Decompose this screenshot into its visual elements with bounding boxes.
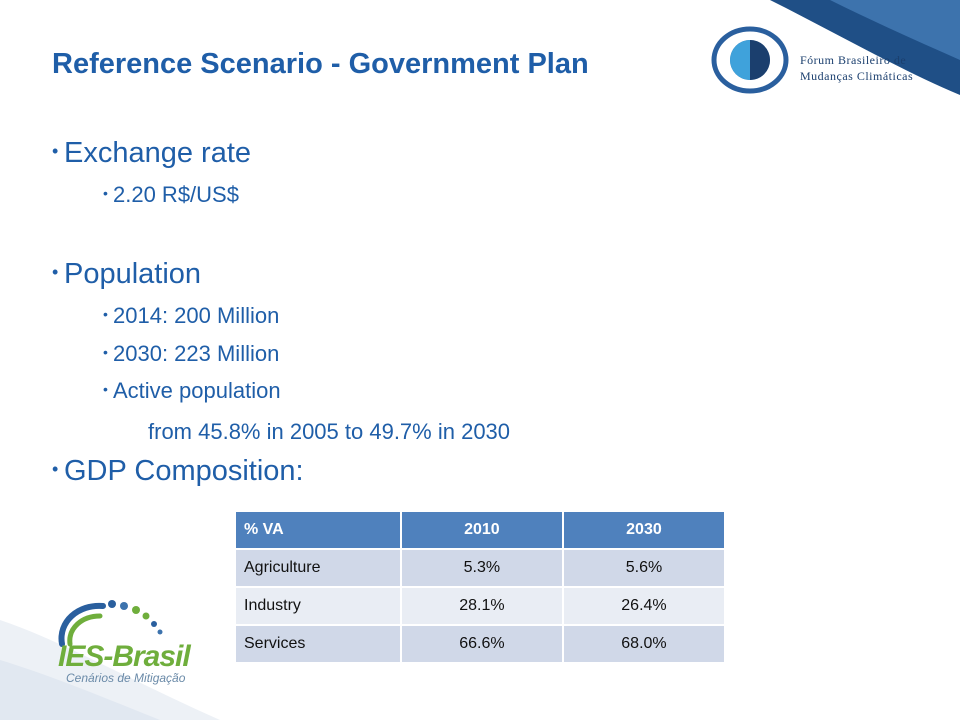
bullet-population: • Population xyxy=(52,258,201,291)
bullet-dot-icon: • xyxy=(52,141,59,161)
table-header-cell: 2010 xyxy=(399,510,564,550)
bullet-dot-icon: • xyxy=(103,344,108,360)
sub-bullet-text: 2030: 223 Million xyxy=(113,341,280,366)
forum-logo-text: Fórum Brasileiro de Mudanças Climáticas xyxy=(800,52,913,84)
ies-brasil-logo-tagline: Cenários de Mitigação xyxy=(66,671,186,685)
sub-bullet-population-2014: • 2014: 200 Million xyxy=(103,303,279,329)
gdp-composition-table: % VA 2010 2030 Agriculture 5.3% 5.6% Ind… xyxy=(234,510,727,664)
table-cell: Industry xyxy=(234,586,402,626)
table-cell: 26.4% xyxy=(561,586,727,626)
table-cell: Agriculture xyxy=(234,548,402,588)
table-row: Agriculture 5.3% 5.6% xyxy=(234,548,727,588)
table-cell: 5.3% xyxy=(399,548,564,588)
bullet-dot-icon: • xyxy=(103,381,108,397)
slide-title: Reference Scenario - Government Plan xyxy=(52,48,589,80)
bullet-dot-icon: • xyxy=(52,459,59,479)
table-cell: 68.0% xyxy=(561,624,727,664)
bullet-exchange-rate: • Exchange rate xyxy=(52,137,251,170)
bullet-label: GDP Composition: xyxy=(64,455,304,487)
active-population-detail: from 45.8% in 2005 to 49.7% in 2030 xyxy=(148,419,511,444)
table-cell: Services xyxy=(234,624,402,664)
ies-brasil-logo-icon xyxy=(58,600,163,647)
sub-bullet-population-2030: • 2030: 223 Million xyxy=(103,341,279,367)
forum-logo-icon xyxy=(711,26,789,94)
bullet-dot-icon: • xyxy=(103,185,108,201)
table-cell: 66.6% xyxy=(399,624,564,664)
sub-bullet-text: Active population xyxy=(113,378,281,403)
sub-bullet-active-population: • Active population xyxy=(103,378,281,404)
table-row: Services 66.6% 68.0% xyxy=(234,624,727,664)
sub-bullet-text: 2.20 R$/US$ xyxy=(113,182,239,207)
bullet-dot-icon: • xyxy=(103,306,108,322)
bullet-dot-icon: • xyxy=(52,262,59,282)
sub-bullet-exchange-value: • 2.20 R$/US$ xyxy=(103,182,239,208)
sub-bullet-text: 2014: 200 Million xyxy=(113,303,280,328)
table-header-cell: % VA xyxy=(234,510,402,550)
table-cell: 5.6% xyxy=(561,548,727,588)
bullet-label: Population xyxy=(64,258,202,290)
forum-logo-line2: Mudanças Climáticas xyxy=(800,69,914,83)
table-header-row: % VA 2010 2030 xyxy=(234,510,727,550)
ies-brasil-logo-name: IES-Brasil xyxy=(58,640,191,673)
table-cell: 28.1% xyxy=(399,586,564,626)
forum-logo-line1: Fórum Brasileiro de xyxy=(800,53,907,67)
table-row: Industry 28.1% 26.4% xyxy=(234,586,727,626)
bullet-label: Exchange rate xyxy=(64,137,252,169)
table-header-cell: 2030 xyxy=(561,510,727,550)
bullet-gdp-composition: • GDP Composition: xyxy=(52,455,304,488)
